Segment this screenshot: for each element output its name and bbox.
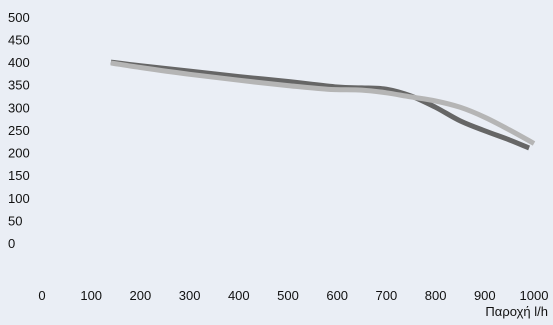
x-tick-label: 900 [474, 288, 496, 303]
x-tick-label: 400 [228, 288, 250, 303]
y-tick-label: 200 [8, 146, 30, 161]
x-tick-label: 800 [425, 288, 447, 303]
y-tick-label: 50 [8, 213, 22, 228]
y-tick-label: 300 [8, 100, 30, 115]
y-tick-label: 250 [8, 123, 30, 138]
x-tick-label: 500 [277, 288, 299, 303]
x-tick-label: 600 [326, 288, 348, 303]
series-line-1 [110, 59, 531, 151]
x-tick-label: 0 [38, 288, 45, 303]
y-tick-label: 450 [8, 32, 30, 47]
x-tick-label: 1000 [520, 288, 549, 303]
x-tick-label: 300 [179, 288, 201, 303]
y-tick-label: 100 [8, 191, 30, 206]
y-tick-label: 400 [8, 55, 30, 70]
y-tick-label: 0 [8, 236, 15, 251]
y-tick-label: 500 [8, 10, 30, 25]
x-tick-label: 200 [130, 288, 152, 303]
x-tick-label: 100 [80, 288, 102, 303]
x-tick-label: 700 [376, 288, 398, 303]
series-line-2 [110, 60, 536, 146]
x-axis-label: Παροχή l/h [485, 304, 548, 319]
y-tick-label: 350 [8, 78, 30, 93]
y-tick-label: 150 [8, 168, 30, 183]
